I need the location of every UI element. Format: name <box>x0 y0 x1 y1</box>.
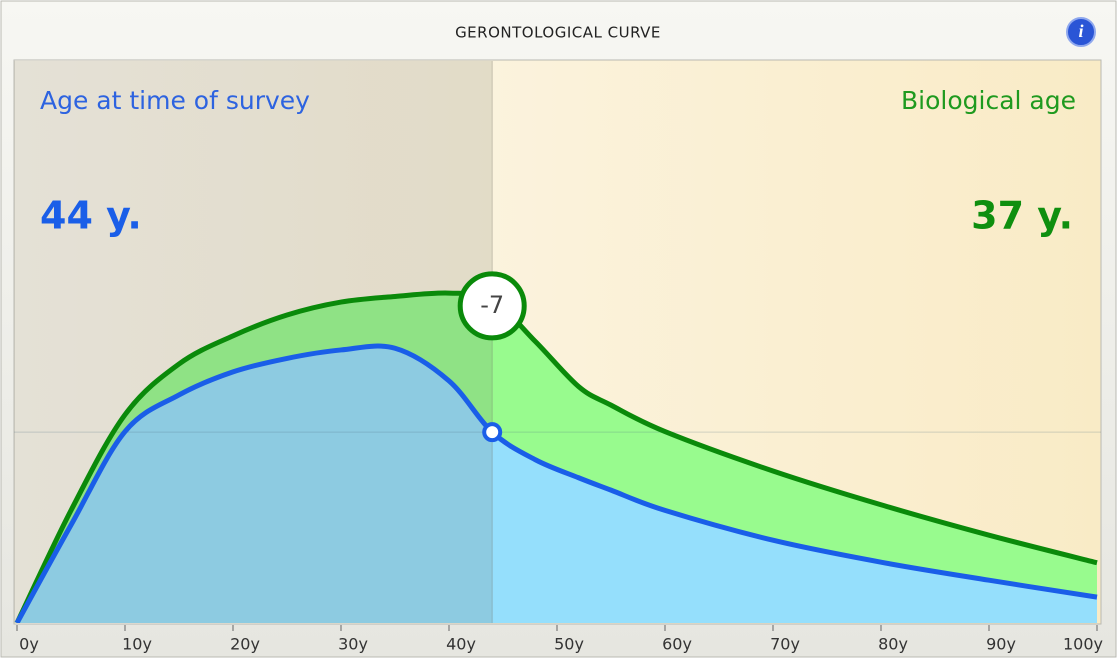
x-tick-label: 40y <box>446 635 476 654</box>
x-tick-label: 30y <box>338 635 368 654</box>
x-tick-label: 20y <box>230 635 260 654</box>
curve <box>14 343 1098 623</box>
difference-badge <box>457 271 527 341</box>
title: GERONTOLOGICAL CURVE <box>455 24 661 42</box>
overlay: 0y 10y 20y 30y 40y 50y 60y 70y 80y 90y 100y Age at … <box>16 86 1103 654</box>
survey-label: Age at time of survey <box>40 86 310 115</box>
survey-region <box>14 61 493 623</box>
x-tick-label: 50y <box>554 635 584 654</box>
biological-age: 37 y. <box>971 194 1073 238</box>
biological-label: Biological age <box>901 86 1076 115</box>
x-tick-label: 80y <box>878 635 908 654</box>
plot <box>14 61 1101 623</box>
x-tick-label: 90y <box>986 635 1016 654</box>
difference-label: -7 <box>480 291 504 319</box>
x-tick-label: 100y <box>1063 635 1103 654</box>
info-icon[interactable] <box>1066 17 1096 47</box>
survey-age: 44 y. <box>40 194 142 238</box>
x-tick-label: 60y <box>662 635 692 654</box>
x-tick-label: 0y <box>19 635 39 654</box>
info-glyph[interactable]: i <box>1078 21 1083 41</box>
x-tick-label: 70y <box>770 635 800 654</box>
info-button[interactable]: i <box>1066 17 1096 47</box>
actual-marker <box>482 422 503 443</box>
x-tick-label: 10y <box>122 635 152 654</box>
